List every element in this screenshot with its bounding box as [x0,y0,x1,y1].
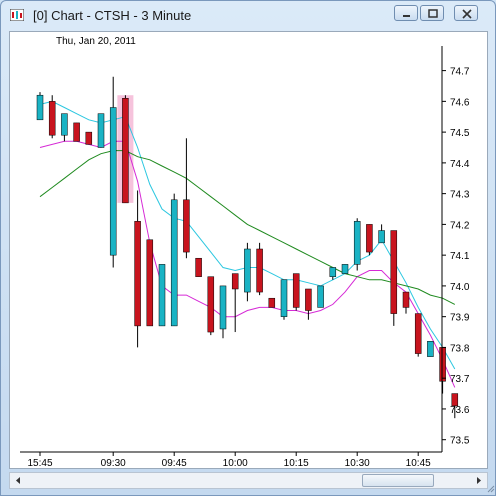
time-tick-label: 10:45 [406,458,431,468]
maximize-icon [428,9,438,18]
candle-body [305,288,312,311]
candle-body [244,248,251,293]
time-tick-label: 10:30 [345,458,370,468]
time-tick-label: 10:00 [223,458,248,468]
candle-body [402,291,410,308]
time-tick-label: 10:15 [284,458,309,468]
minimize-icon [403,15,410,17]
price-axis: 73.5 73.6 73.7 73.8 73.9 74.0 74.1 74.2 74.3 74.4… [442,67,470,447]
price-tick-label: 74.6 [450,97,470,108]
maximize-button[interactable] [420,5,444,21]
scroll-left-icon[interactable] [11,474,25,487]
candle-body [451,393,459,407]
candle-body [341,264,349,274]
resize-grip-icon[interactable] [487,485,495,493]
candle-body [231,273,239,290]
candle-body [292,273,300,308]
price-tick-label: 73.6 [450,405,470,416]
candle-body [329,267,337,277]
candle-body [170,199,178,327]
medium-moving-average-line [39,140,456,388]
candle-body [256,248,263,293]
candle-body [48,101,56,136]
horizontal-scrollbar[interactable] [9,472,488,489]
candle-body [158,264,166,327]
candle-body [219,285,227,330]
candle-body [134,221,141,327]
plot-area [36,76,459,419]
price-tick-label: 73.8 [450,343,470,354]
price-tick-label: 74.5 [450,128,470,139]
close-button[interactable] [454,5,478,21]
candle-body [280,279,288,317]
candle-body [268,297,276,308]
candle-body [85,131,93,145]
price-tick-label: 74.0 [450,282,470,293]
candle-body [146,239,154,327]
time-axis: 15:45 09:30 09:45 10:00 10:15 10:30 10:45 [27,452,431,469]
slow-moving-average-line [39,150,456,305]
date-label: Thu, Jan 20, 2011 [56,36,136,47]
scroll-right-icon[interactable] [472,474,486,487]
chart-app-icon [10,9,24,21]
candle-body [122,98,129,204]
candle-body [61,113,68,136]
candle-body [366,224,373,253]
window-title: [0] Chart - CTSH - 3 Minute [33,8,192,23]
candle-body [97,113,105,148]
price-tick-label: 74.2 [450,220,470,231]
price-tick-label: 73.9 [450,313,470,324]
candle-body [73,122,80,142]
candle-body [36,94,44,121]
price-tick-label: 74.3 [450,190,470,201]
scrollbar-thumb[interactable] [362,474,434,487]
candle-body [317,285,324,308]
candle-body [439,347,446,382]
candle-body [414,313,422,354]
time-tick-label: 15:45 [27,458,52,468]
candle-body [353,221,361,265]
candlestick-chart[interactable]: Thu, Jan 20, 2011 73.5 73.6 73.7 73.8 73.9 74… [10,32,487,469]
candle-body [378,230,385,244]
time-tick-label: 09:45 [162,458,187,468]
price-tick-label: 73.5 [450,436,470,447]
chart-area[interactable]: Thu, Jan 20, 2011 73.5 73.6 73.7 73.8 73.9 74… [9,31,488,469]
time-tick-label: 09:30 [101,458,126,468]
candle-body [427,341,434,357]
candle-body [183,199,190,253]
price-tick-label: 74.4 [450,159,470,170]
price-tick-label: 74.7 [450,67,470,78]
candle-body [207,276,215,333]
minimize-button[interactable] [394,5,418,21]
candle-body [109,107,117,256]
close-icon [462,9,472,19]
candle-body [195,257,202,277]
price-tick-label: 73.7 [450,374,470,385]
title-bar[interactable]: [0] Chart - CTSH - 3 Minute [1,1,495,29]
price-tick-label: 74.1 [450,251,470,262]
candle-body [390,230,398,314]
